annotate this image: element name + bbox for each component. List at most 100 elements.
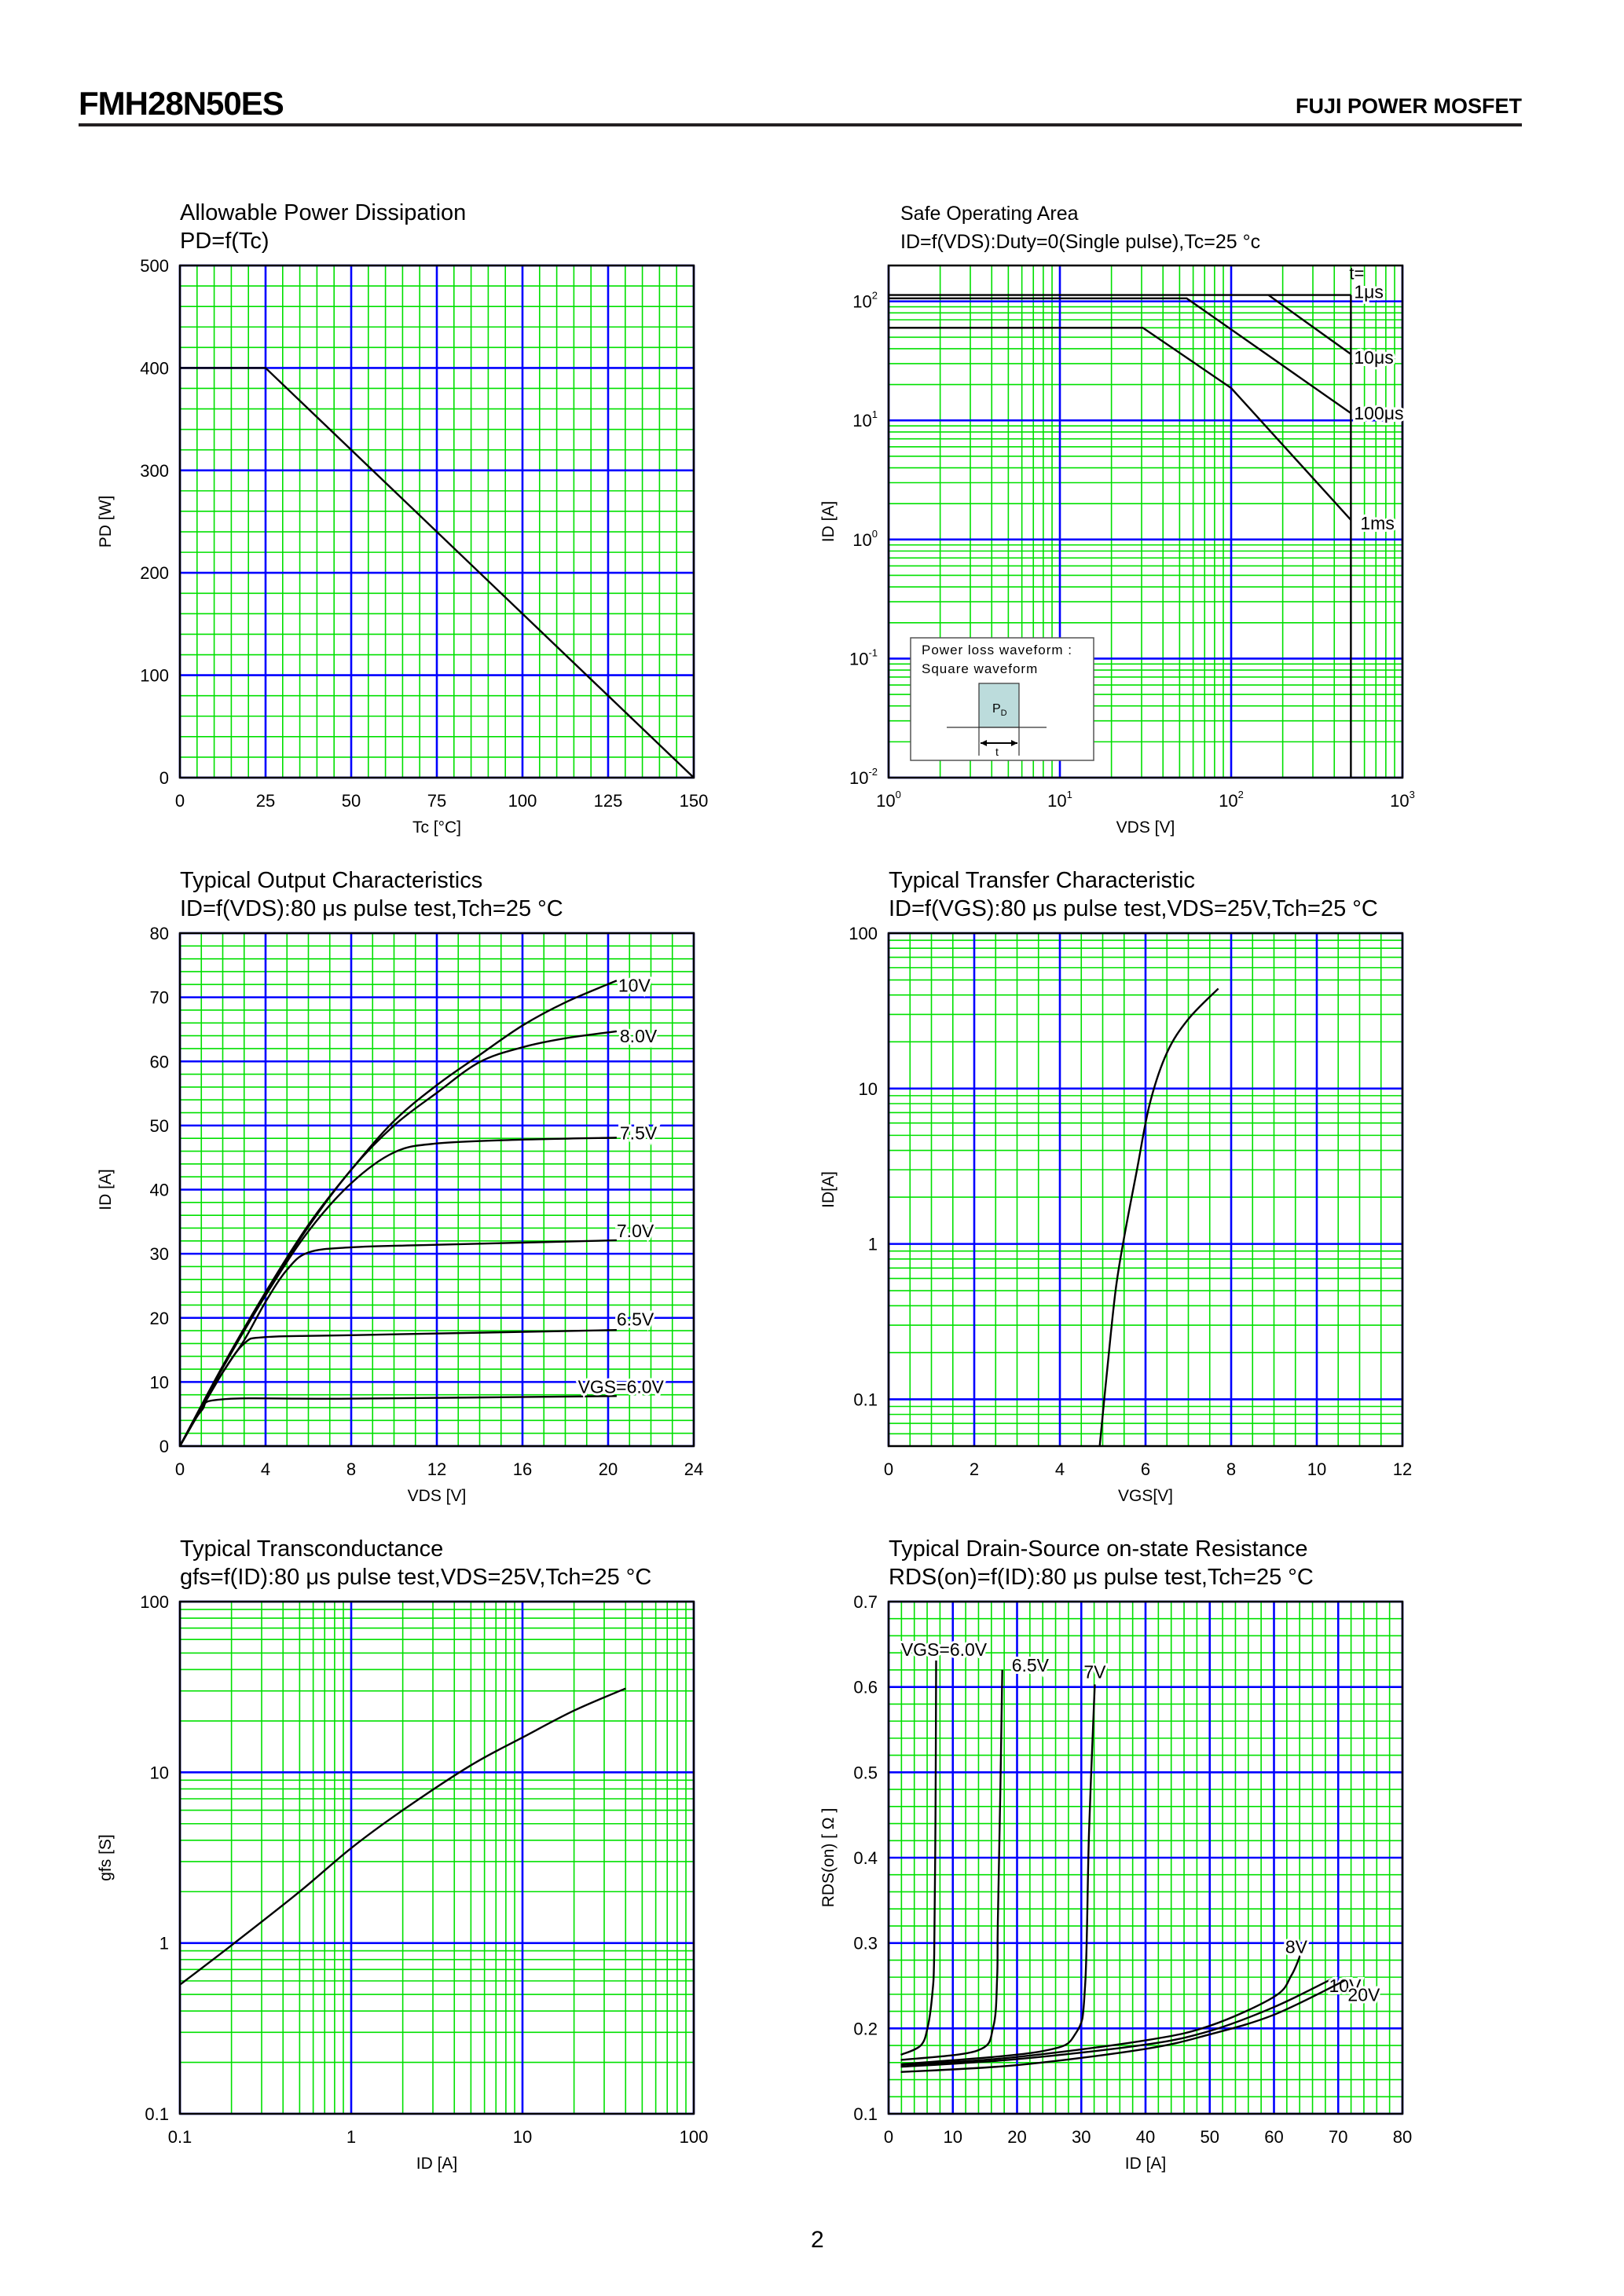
x-tick-label: 10 — [1307, 1459, 1326, 1479]
plot-frame — [887, 932, 1404, 1448]
tick-exponent: 1 — [1067, 789, 1072, 800]
y-tick-label: 10-1 — [849, 646, 878, 668]
chart-1: 0 25 50 75 100 125 150 0 100 200 300 400 500 Allowabl… — [97, 200, 708, 837]
curve-7-5v — [178, 1137, 617, 1447]
x-tick-label: 150 — [680, 791, 709, 811]
x-tick-label: 10 — [513, 2127, 532, 2147]
chart-subtitle: RDS(on)=f(ID):80 μs pulse test,Tch=25 °C — [889, 1565, 1314, 1590]
x-axis-label: Tc [°C] — [412, 818, 461, 837]
page-number: 2 — [811, 2227, 824, 2253]
series-label: VGS=6.0V — [578, 1376, 665, 1397]
y-axis-label: ID [A] — [819, 501, 838, 543]
series-label: 7.5V — [620, 1122, 658, 1143]
x-tick-label: 100 — [508, 791, 537, 811]
y-tick-label: 0.5 — [853, 1763, 878, 1782]
x-tick-label: 0 — [175, 1459, 185, 1479]
curve-6-5v — [178, 1329, 617, 1447]
grid — [887, 932, 1404, 1447]
y-tick-label: 10-2 — [849, 766, 878, 788]
width-label: t — [995, 745, 999, 758]
x-tick-label: 0 — [884, 2127, 893, 2147]
y-tick-label: 400 — [140, 358, 169, 378]
tick-exponent: -1 — [868, 646, 878, 658]
x-tick-label: 40 — [1136, 2127, 1155, 2147]
y-tick-label: 1 — [868, 1235, 878, 1254]
power-loss-inset: Power loss waveform : Square waveform PD t — [910, 637, 1094, 761]
y-tick-label: 0.6 — [853, 1678, 878, 1697]
grid — [887, 1600, 1404, 2115]
y-tick-label: 1 — [159, 1934, 169, 1954]
part-number: FMH28N50ES — [79, 85, 284, 122]
x-tick-label: 101 — [1047, 789, 1072, 811]
pulse-width-legend-header: t= — [1349, 264, 1364, 284]
tick-base: 10 — [852, 292, 871, 312]
inset-text: Square waveform — [922, 661, 1038, 676]
x-tick-label: 102 — [1219, 789, 1244, 811]
y-tick-label: 0.1 — [853, 2104, 878, 2124]
tick-base: 10 — [849, 649, 868, 668]
tick-exponent: 2 — [1238, 789, 1244, 800]
tick-exponent: 0 — [896, 789, 901, 800]
x-axis-label: ID [A] — [416, 2155, 458, 2173]
chart-6: 0 10 20 30 40 50 60 70 80 0.1 0.2 0.3 0.4 0.5 0.6 0.7 Ty… — [819, 1536, 1412, 2173]
series-label: 1ms — [1360, 513, 1394, 533]
x-tick-label: 125 — [594, 791, 623, 811]
y-tick-label: 50 — [150, 1116, 169, 1136]
plot-frame — [178, 264, 695, 779]
series-label: 100μs — [1354, 403, 1403, 423]
tick-base: 10 — [1047, 791, 1066, 811]
tick-base: 10 — [876, 791, 895, 811]
chart-4: 0 2 4 6 8 10 12 0.1 1 10 100 Typical Transfer Chara… — [819, 868, 1412, 1505]
y-tick-label: 0.1 — [145, 2104, 169, 2124]
y-tick-label: 0 — [159, 1437, 169, 1456]
curve-100-s — [889, 297, 1352, 415]
curve-vgs-6-0v — [900, 1660, 937, 2056]
series-label: VGS=6.0V — [901, 1639, 988, 1660]
y-tick-label: 10 — [150, 1372, 169, 1392]
plot-frame — [178, 1600, 695, 2115]
x-tick-label: 12 — [1393, 1459, 1412, 1479]
series-label: 6.5V — [1012, 1655, 1050, 1675]
y-axis-label: ID [A] — [97, 1169, 115, 1210]
y-tick-label: 0.2 — [853, 2019, 878, 2038]
y-tick-label: 80 — [150, 924, 169, 943]
x-axis-label: VDS [V] — [1116, 818, 1175, 837]
tick-exponent: 3 — [1410, 789, 1415, 800]
y-tick-label: 10 — [859, 1079, 878, 1099]
tick-base: 10 — [849, 768, 868, 788]
chart-subtitle: ID=f(VDS):Duty=0(Single pulse),Tc=25 °c — [900, 231, 1260, 253]
x-tick-label: 12 — [427, 1459, 446, 1479]
chart-title: Safe Operating Area — [900, 203, 1079, 225]
chart-subtitle: ID=f(VGS):80 μs pulse test,VDS=25V,Tch=2… — [889, 896, 1378, 921]
x-tick-label: 10 — [944, 2127, 962, 2147]
x-tick-label: 30 — [1072, 2127, 1091, 2147]
y-tick-label: 0.3 — [853, 1934, 878, 1954]
x-tick-label: 50 — [1201, 2127, 1219, 2147]
curve-boundary — [180, 367, 695, 778]
x-tick-label: 4 — [1055, 1459, 1065, 1479]
x-tick-label: 8 — [1226, 1459, 1236, 1479]
tick-base: 10 — [852, 530, 871, 550]
curve-8v — [900, 1953, 1302, 2067]
y-tick-label: 70 — [150, 988, 169, 1008]
tick-exponent: 1 — [872, 408, 878, 420]
chart-title: Typical Drain-Source on-state Resistance — [889, 1536, 1308, 1562]
curve-8-0v — [178, 1030, 618, 1447]
curve-10v — [178, 980, 618, 1447]
curve-boundary — [179, 1687, 626, 1986]
y-tick-label: 40 — [150, 1181, 169, 1200]
y-tick-label: 100 — [140, 666, 169, 686]
header-divider — [79, 123, 1522, 126]
series-label: 7V — [1083, 1661, 1106, 1682]
x-tick-label: 100 — [680, 2127, 709, 2147]
series-label: 1μs — [1354, 282, 1384, 302]
x-tick-label: 70 — [1329, 2127, 1347, 2147]
x-tick-label: 16 — [513, 1459, 532, 1479]
y-tick-label: 60 — [150, 1052, 169, 1071]
curve-6-5v — [900, 1669, 1003, 2061]
y-tick-label: 0 — [159, 768, 169, 788]
brand-label: FUJI POWER MOSFET — [1295, 94, 1522, 118]
chart-title: Typical Transfer Characteristic — [889, 868, 1195, 893]
tick-base: 10 — [1390, 791, 1409, 811]
